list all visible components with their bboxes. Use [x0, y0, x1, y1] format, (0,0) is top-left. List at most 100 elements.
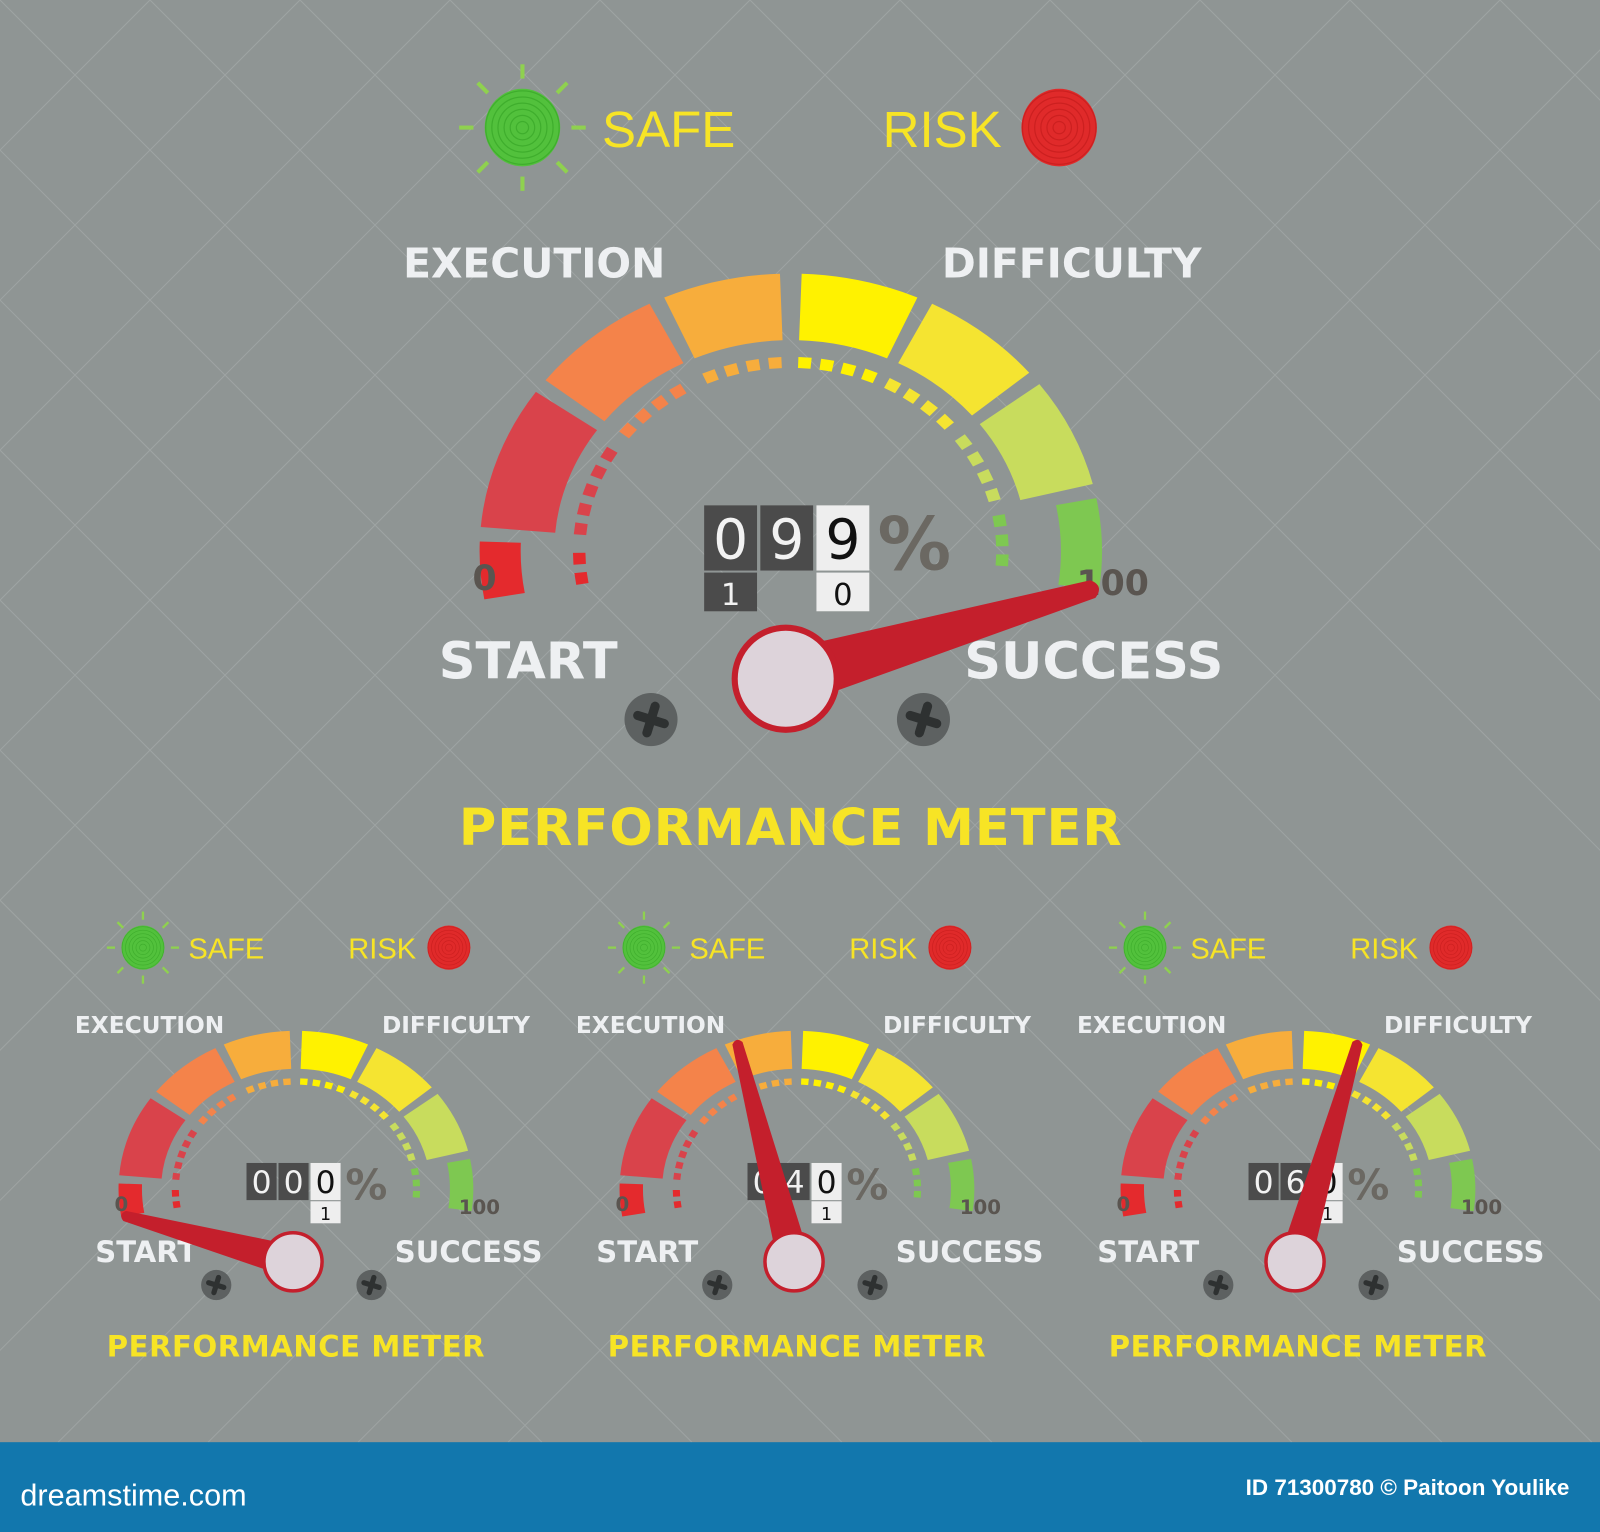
odometer-readout: 0 0 01: [246, 1162, 341, 1223]
risk-light-icon: [1429, 925, 1473, 970]
scale-tick: [216, 1100, 227, 1110]
scale-segment: [1121, 1098, 1188, 1179]
scale-tick: [1391, 1122, 1402, 1132]
scale-tick: [902, 388, 921, 404]
odometer-digit: 01: [704, 505, 758, 612]
scale-tick: [995, 534, 1009, 547]
scale-segment: [904, 1093, 970, 1160]
scale-tick: [1200, 1115, 1211, 1125]
execution-label: EXECUTION: [75, 1012, 224, 1039]
digit: 0: [713, 507, 748, 571]
start-label: START: [596, 1235, 698, 1269]
watermark-line: [749, 0, 1600, 851]
watermark-line: [299, 0, 1600, 1302]
scale-tick: [907, 1152, 917, 1162]
difficulty-label: DIFFICULTY: [382, 1012, 531, 1039]
scale-segment: [447, 1158, 474, 1212]
scale-tick: [412, 1179, 421, 1187]
scale-tick: [707, 1107, 718, 1117]
risk-light-icon: [1021, 88, 1097, 167]
risk-label: RISK: [883, 101, 1002, 158]
scale-segment: [948, 1158, 975, 1212]
execution-label: EXECUTION: [576, 1012, 725, 1039]
screw-icon: [857, 1269, 888, 1301]
watermark-line: [149, 0, 1593, 1443]
scale-tick: [976, 469, 994, 484]
scale-tick: [1174, 1200, 1183, 1209]
scale-tick: [181, 1139, 192, 1149]
watermark-line: [449, 0, 1600, 1151]
scale-tick: [270, 1079, 279, 1087]
scale-segment: [1225, 1030, 1294, 1080]
scale-segment: [858, 1048, 933, 1112]
scale-segment: [545, 303, 684, 422]
scale-tick: [678, 1150, 688, 1159]
scale-tick: [1314, 1079, 1323, 1087]
scale-tick: [801, 1078, 809, 1086]
success-label: SUCCESS: [896, 1235, 1044, 1269]
scale-tick: [813, 1079, 822, 1087]
risk-label: RISK: [348, 934, 416, 966]
scale-tick: [797, 356, 812, 369]
success-label: SUCCESS: [1397, 1235, 1545, 1269]
scale-segment: [479, 541, 525, 600]
footer-banner: dreamstime.com ID 71300780 © Paitoon You…: [0, 1442, 1600, 1532]
scale-tick: [300, 1078, 308, 1086]
scale-tick: [349, 1090, 359, 1100]
watermark-line: [0, 0, 451, 451]
next-digit: 1: [1322, 1205, 1333, 1225]
scale-tick: [590, 464, 607, 480]
performance-meter-title: PERFORMANCE METER: [608, 1330, 986, 1364]
scale-segment: [1405, 1093, 1471, 1160]
scale-tick: [673, 1200, 682, 1209]
scale-tick: [359, 1096, 370, 1106]
percent-sign: %: [345, 1161, 387, 1210]
scale-tick: [335, 1084, 346, 1094]
success-label: SUCCESS: [964, 633, 1223, 692]
scale-segment: [1158, 1048, 1237, 1116]
scale-tick: [911, 1167, 921, 1176]
watermark-line: [899, 0, 1600, 701]
dreamstime-logo: dreamstime.com: [20, 1478, 246, 1512]
scale-tick: [257, 1081, 267, 1090]
scale-tick: [410, 1167, 420, 1176]
scale-segment: [799, 273, 918, 359]
odometer-digit: 0: [278, 1162, 309, 1201]
scale-segment: [664, 273, 783, 359]
scale-tick: [860, 1096, 871, 1106]
success-label: SUCCESS: [395, 1235, 543, 1269]
watermark-line: [0, 0, 751, 751]
risk-label: RISK: [1350, 934, 1418, 966]
watermark-line: [0, 0, 301, 301]
scale-tick: [619, 422, 637, 439]
scale-tick: [682, 1139, 693, 1149]
scale-tick: [171, 1189, 180, 1197]
gauge-needle: [731, 580, 1100, 733]
scale-tick: [771, 1079, 780, 1087]
image-credit: ID 71300780 © Paitoon Youlike: [1246, 1475, 1570, 1500]
watermark-line: [0, 0, 1051, 1051]
scale-tick: [582, 483, 599, 498]
scale-tick: [879, 1110, 890, 1120]
watermark-line: [0, 0, 601, 601]
gauge-needle: [732, 1039, 825, 1293]
scale-tick: [369, 1102, 380, 1113]
scale-tick: [172, 1200, 181, 1209]
scale-tick: [1326, 1081, 1336, 1090]
scale-tick: [758, 1081, 768, 1090]
scale-segment: [898, 303, 1030, 416]
scale-segment: [619, 1183, 646, 1217]
scale-tick: [1259, 1081, 1269, 1090]
scale-tick: [819, 358, 835, 372]
scale-tick: [897, 1132, 908, 1141]
screw-icon: [1358, 1269, 1389, 1301]
gauge-needle: [1264, 1039, 1363, 1293]
scale-tick: [954, 434, 973, 451]
scale-tick: [1404, 1142, 1414, 1151]
watermark-line: [1199, 0, 1600, 401]
scale-tick: [1361, 1096, 1372, 1106]
scale-segment: [403, 1093, 469, 1160]
odometer-digit: 90: [816, 505, 870, 612]
